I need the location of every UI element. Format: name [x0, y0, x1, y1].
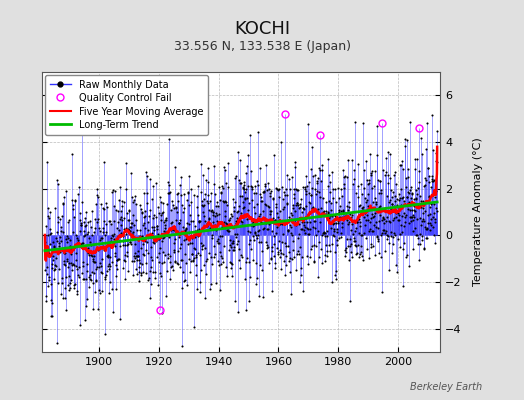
Text: Berkeley Earth: Berkeley Earth	[410, 382, 482, 392]
Y-axis label: Temperature Anomaly (°C): Temperature Anomaly (°C)	[473, 138, 483, 286]
Text: KOCHI: KOCHI	[234, 20, 290, 38]
Text: 33.556 N, 133.538 E (Japan): 33.556 N, 133.538 E (Japan)	[173, 40, 351, 53]
Legend: Raw Monthly Data, Quality Control Fail, Five Year Moving Average, Long-Term Tren: Raw Monthly Data, Quality Control Fail, …	[45, 75, 208, 135]
